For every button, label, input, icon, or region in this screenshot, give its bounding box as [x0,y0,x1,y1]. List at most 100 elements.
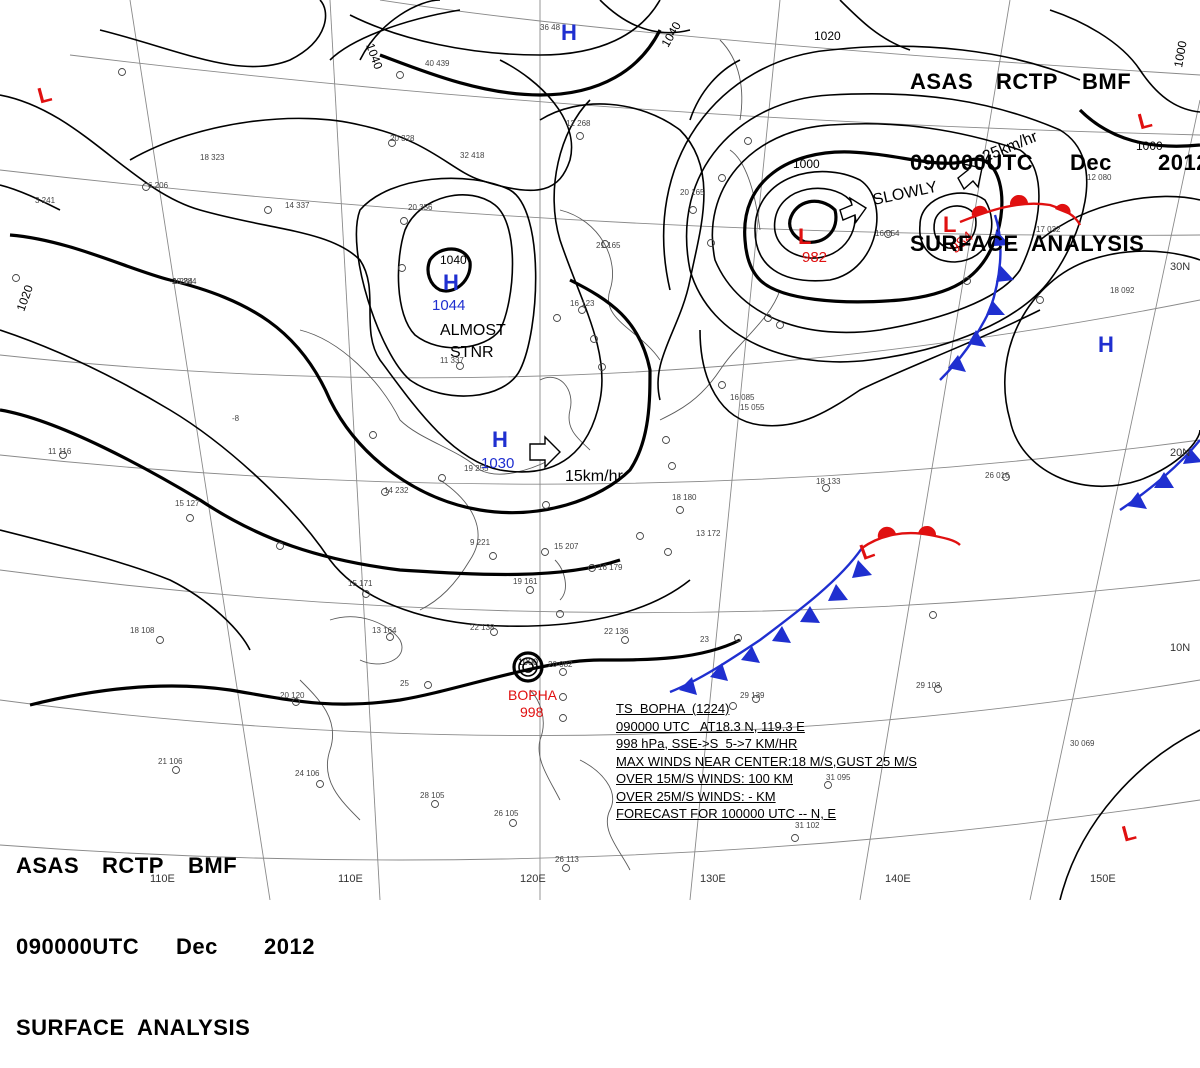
high-center: H 1044 [432,270,465,314]
header-station: RCTP [102,853,164,878]
station-plot: -8 [232,414,240,423]
station-plot: 24 106 [295,769,320,778]
storm-info-line: OVER 25M/S WINDS: - KM [616,788,776,804]
storm-bopha: BOPHA 998 [508,687,558,720]
low-center: L [35,81,54,109]
header-year: 2012 [1158,150,1200,175]
isobars [0,0,1200,900]
header-time: 090000UTC [16,934,140,959]
longitude-label: 130E [700,873,726,885]
header-title: SURFACE ANALYSIS [16,1015,251,1040]
motion-label: STNR [450,344,494,361]
header-product: ASAS [910,69,974,94]
station-plot: 17 032 [1036,225,1061,234]
station-plot: 21 165 [596,241,621,250]
station-plot: 31 095 [826,773,851,782]
isobar-label: 1000 [1136,139,1163,153]
station-plot: 40 439 [425,59,450,68]
station-plot: 18 092 [1110,286,1135,295]
storm-info-line: OVER 15M/S WINDS: 100 KM [616,771,793,786]
station-plot: 15 127 [175,499,200,508]
station-plot: 11 337 [440,356,464,365]
high-letter: H [443,270,459,295]
station-plot: 32 418 [460,151,485,160]
high-center: H [1098,332,1114,357]
station-plot: 9 221 [470,538,491,547]
isobar-label: 1020 [14,283,36,313]
station-plot: 20 082 [548,660,573,669]
station-plot: 20 165 [680,188,705,197]
isobar-label: 1040 [363,41,385,71]
station-plot: 20 120 [280,691,305,700]
station-plot: 26 113 [555,855,579,864]
header-product: ASAS [16,853,80,878]
station-plot: 15 171 [348,579,373,588]
station-plot: 36 48 [540,23,561,32]
latitude-label: 30N [1170,261,1190,273]
isobar-label: 1020 [814,29,841,43]
station-plot: 22 136 [604,627,629,636]
low-letter: L [943,212,956,237]
weather-map: .grid{fill:none;stroke:#8a8a8a;stroke-wi… [0,0,1200,900]
station-plot: 18 108 [130,626,155,635]
station-plot: 26 016 [985,471,1010,480]
storm-info-line: FORECAST FOR 100000 UTC -- N, E [616,806,837,821]
high-letter: H [561,20,577,45]
station-plot: 26 105 [494,809,519,818]
low-value: 982 [802,249,827,266]
station-plot: 15 207 [554,542,579,551]
station-plot: 19 161 [513,577,538,586]
coastlines [299,39,781,871]
storm-info-line: TS BOPHA (1224) [616,701,730,716]
latitude-label: 20N [1170,447,1190,459]
station-plot: 18 133 [816,477,841,486]
station-plot: 11 116 [48,447,72,456]
storm-info-line: MAX WINDS NEAR CENTER:18 M/S,GUST 25 M/S [616,753,917,769]
high-letter: H [492,427,508,452]
isobar-label: 1040 [440,253,467,267]
station-plot: 3 241 [35,196,56,205]
motion-arrows [529,162,983,469]
motion-label: 15km/hr [565,468,623,485]
warm-front-north [959,194,1082,226]
longitude-label: 140E [885,873,911,885]
station-plot: 22 138 [470,623,495,632]
header-code: BMF [1082,69,1132,94]
station-plot: 12 268 [566,119,591,128]
header-station: RCTP [996,69,1058,94]
high-value: 1030 [481,455,514,472]
station-plot: 28 105 [420,791,445,800]
station-plot: 16 123 [570,299,595,308]
low-center: L [1119,819,1138,847]
station-plot: 19 255 [464,464,489,473]
storm-name: BOPHA [508,687,558,703]
station-plot: -1 284 [170,277,193,286]
longitude-label: 120E [520,873,546,885]
station-plot: 20 284 [172,277,197,286]
high-center: H 1030 [481,427,514,472]
station-plot: 16 085 [730,393,755,402]
low-center: L 982 [798,224,827,266]
station-plots: 36 48 40 439 32 418 18 323 20 328 20 356… [35,23,1135,864]
station-plot: 18 323 [200,153,225,162]
latitude-label: 10N [1170,642,1190,654]
station-plot: 14 337 [285,201,310,210]
header-month: Dec [1070,150,1112,175]
station-plot: 31 102 [795,821,820,830]
storm-pressure: 998 [520,704,544,720]
longitude-label: 150E [1090,873,1116,885]
station-plot: 29 139 [740,691,765,700]
low-letter: L [1119,819,1138,847]
cold-front-south [669,547,872,695]
high-value: 1044 [432,297,465,314]
station-symbols [12,68,1044,872]
station-plot: 13 172 [696,529,721,538]
station-plot: 14 232 [384,486,409,495]
station-plot: 18 180 [672,493,697,502]
header-year: 2012 [264,934,315,959]
header-top-right: ASAS RCTP BMF 090000UTC Dec 2012 SURFACE ANA… [910,14,1200,284]
station-plot: 13 164 [372,626,397,635]
motion-label: ALMOST [440,322,506,339]
high-center: H [561,20,577,45]
station-plot: 12 080 [1087,173,1112,182]
